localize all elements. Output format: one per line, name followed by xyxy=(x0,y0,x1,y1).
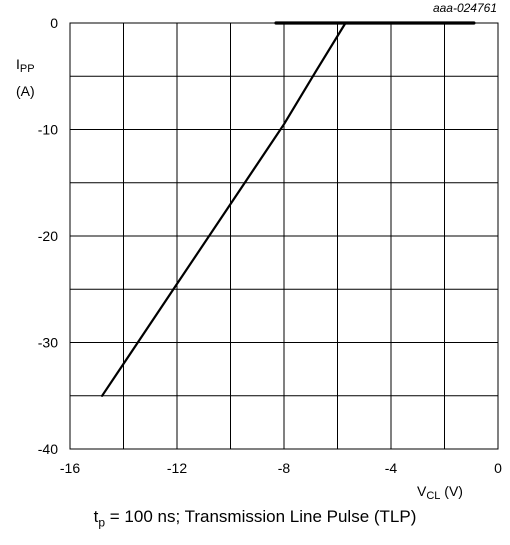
x-axis-label-sub: CL xyxy=(426,490,440,502)
y-axis-label-main: I xyxy=(16,56,20,72)
x-axis-label-main: V xyxy=(417,483,427,499)
y-tick-label: -10 xyxy=(38,122,58,138)
x-tick-label: -12 xyxy=(167,460,187,476)
y-axis-unit: (A) xyxy=(16,83,35,99)
x-axis-label-unit: (V) xyxy=(440,483,463,499)
series-group xyxy=(100,21,476,397)
y-tick-label: -30 xyxy=(38,335,58,351)
y-tick-labels: 0 -10 -20 -30 -40 xyxy=(38,15,58,457)
grid xyxy=(70,23,498,449)
x-tick-label: -16 xyxy=(60,460,80,476)
x-tick-label: -4 xyxy=(385,460,398,476)
caption-sub: p xyxy=(98,515,106,530)
x-tick-label: 0 xyxy=(494,460,502,476)
y-tick-label: -40 xyxy=(38,441,58,457)
y-tick-label: 0 xyxy=(50,15,58,31)
y-axis-label: IPP xyxy=(16,56,35,75)
y-axis-label-sub: PP xyxy=(20,63,35,75)
figure-caption: tp = 100 ns; Transmission Line Pulse (TL… xyxy=(0,507,510,529)
x-tick-labels: -16 -12 -8 -4 0 xyxy=(60,460,502,476)
y-tick-label: -20 xyxy=(38,228,58,244)
x-tick-label: -8 xyxy=(278,460,291,476)
series-line-1 xyxy=(100,21,347,397)
caption-post: = 100 ns; Transmission Line Pulse (TLP) xyxy=(105,507,417,526)
figure-code: aaa-024761 xyxy=(433,1,497,15)
x-axis-label: VCL (V) xyxy=(417,483,463,502)
caption-pre: t xyxy=(93,507,99,526)
